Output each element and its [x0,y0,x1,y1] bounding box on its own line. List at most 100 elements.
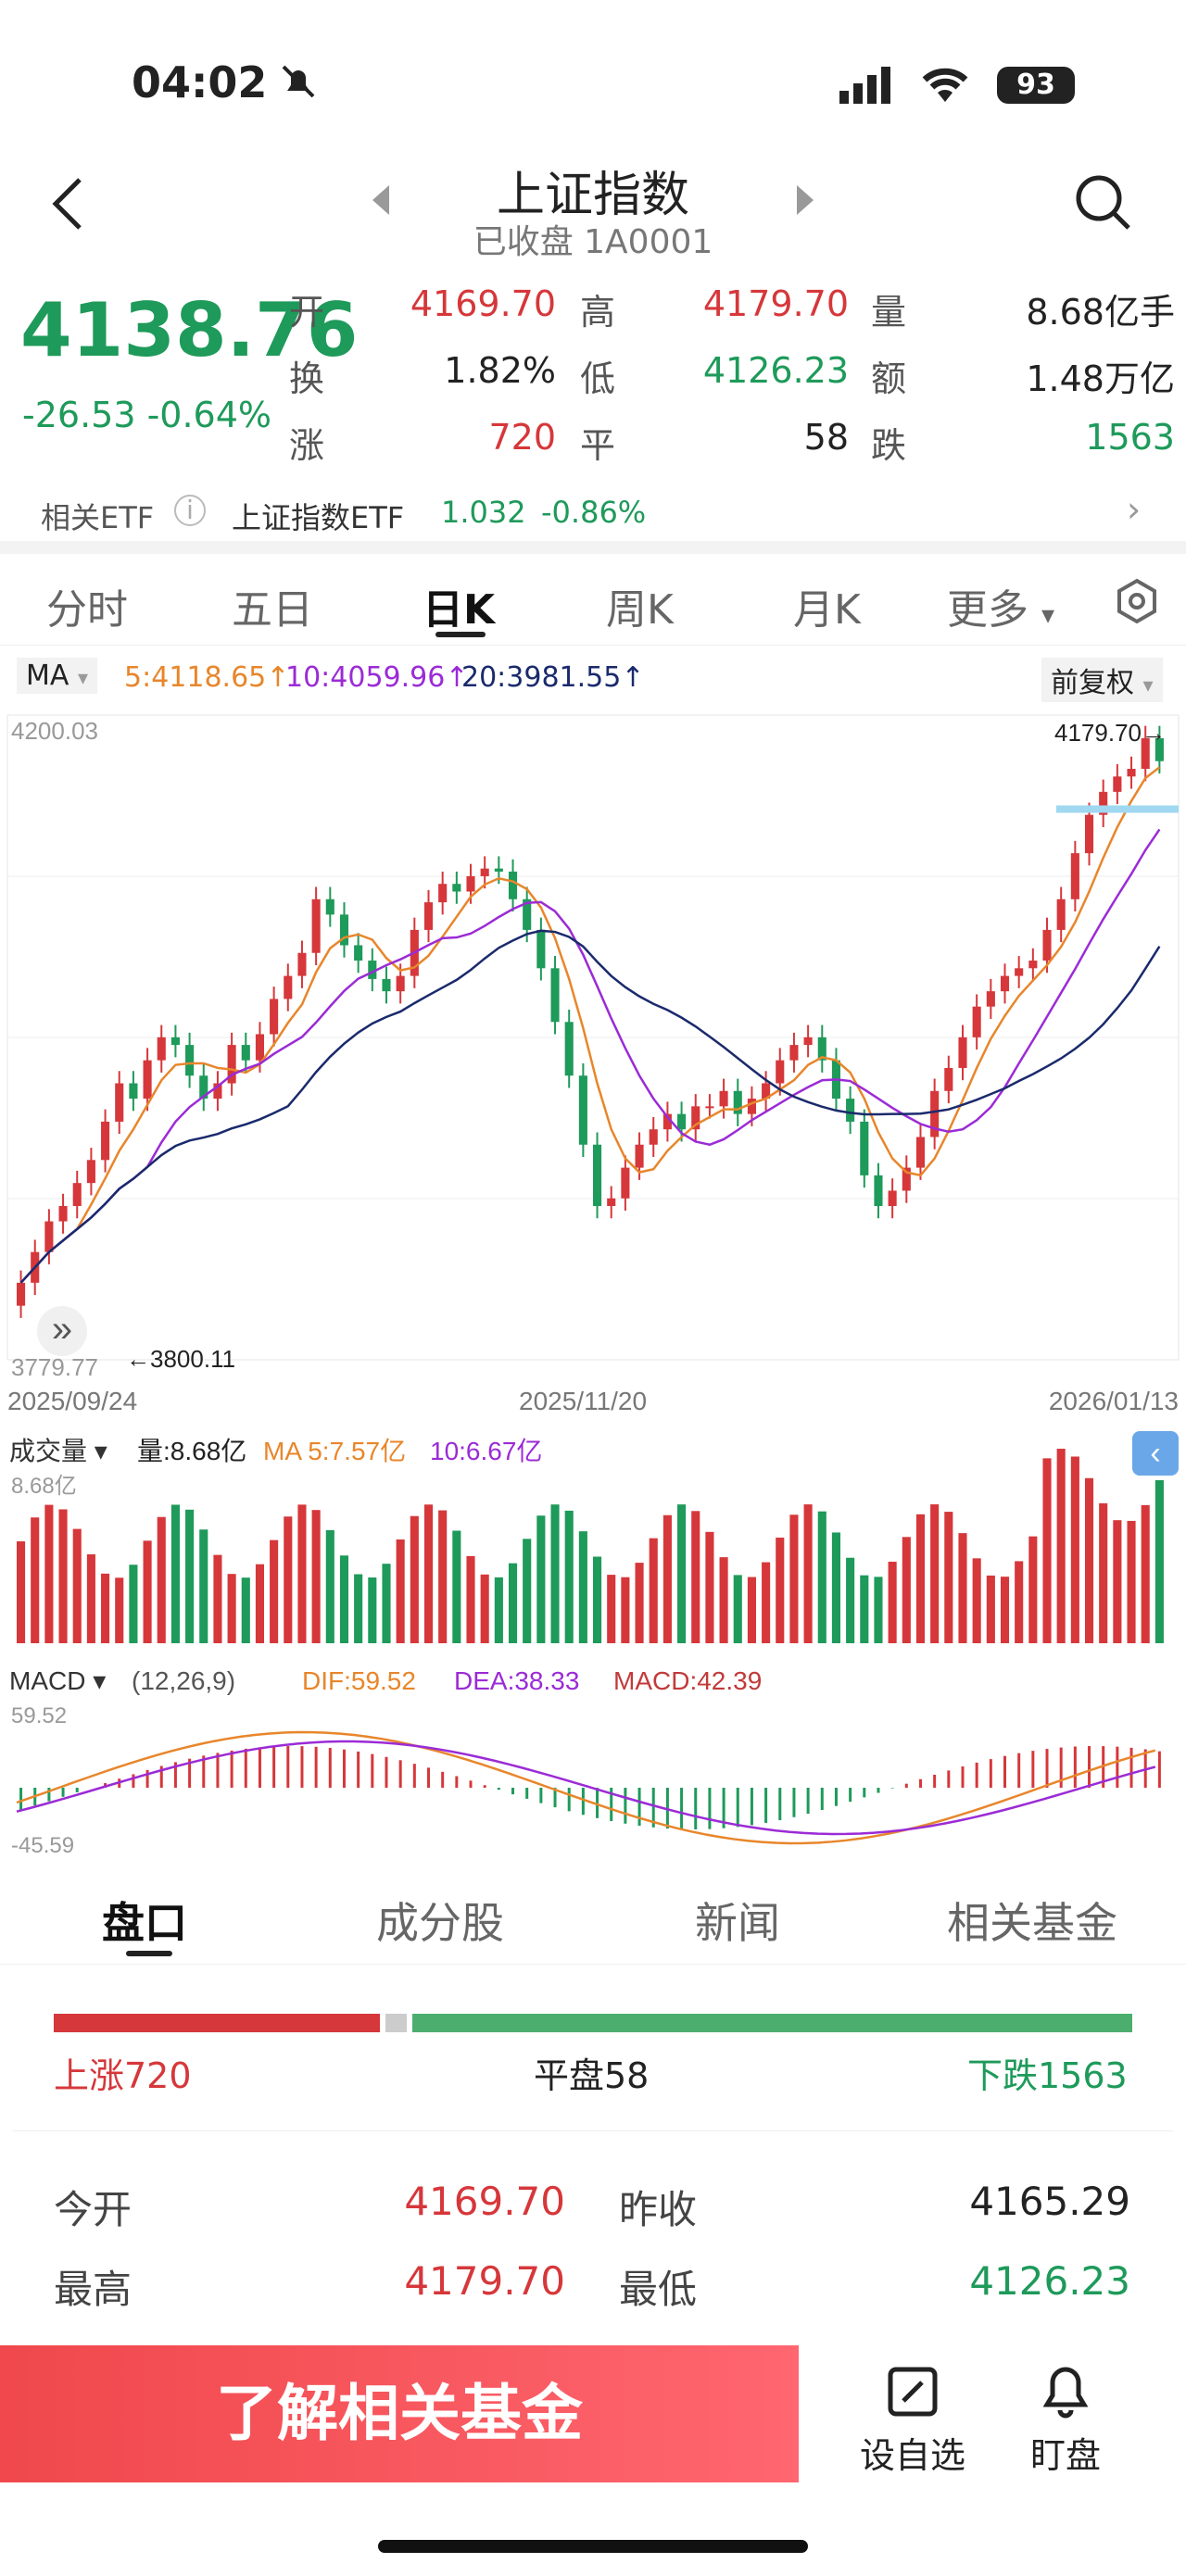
candle-body [564,1022,574,1076]
monitor-label[interactable]: 盯盘 [1029,2435,1101,2476]
search-icon[interactable] [1073,172,1134,237]
candle-body [635,1144,644,1168]
stat-value-volume: 8.68亿手 [1026,292,1175,333]
volume-bar [1141,1504,1150,1643]
stat-value-advancers: 720 [488,417,556,458]
prev-index-icon[interactable] [371,185,393,219]
volume-bar [578,1531,587,1643]
volume-bar [817,1511,826,1643]
volume-bar [382,1564,391,1643]
adjust-selector[interactable]: 前复权 ▾ [1041,658,1163,702]
volume-bar [972,1558,981,1643]
candle-body [199,1075,208,1100]
candle-body [508,871,518,899]
tab-related-funds[interactable]: 相关基金 [947,1898,1117,1948]
unchanged-segment [385,2014,407,2032]
add-watchlist-label[interactable]: 设自选 [859,2435,965,2476]
candle-body [86,1160,95,1184]
volume-bar [423,1504,434,1643]
candle-body [747,1099,756,1114]
price-change: -26.53 -0.64% [22,395,271,435]
section-tab-indicator [126,1951,172,1956]
candle-body [494,868,503,872]
decline-segment [411,2014,1132,2032]
battery-indicator: 93 [997,67,1075,104]
active-tab-indicator [435,632,486,637]
back-icon[interactable] [48,174,89,237]
volume-bar [101,1573,110,1643]
volume-bar [621,1577,630,1643]
volume-ma5: MA 5:7.57亿 [263,1437,406,1465]
candle-body [72,1183,82,1207]
volume-bar [705,1531,714,1643]
tab-intraday[interactable]: 分时 [46,586,128,634]
candle-body [1141,737,1150,770]
bell-icon[interactable] [1040,2362,1091,2423]
next-index-icon[interactable] [793,185,815,219]
candle-body [578,1075,587,1145]
settings-icon[interactable] [1114,578,1160,628]
tab-monthly-k[interactable]: 月K [793,586,861,634]
macd-max-label: 59.52 [11,1703,67,1728]
stat-label-open: 开 [289,292,325,333]
info-icon[interactable]: i [174,495,206,526]
volume-bar [297,1504,307,1643]
candle-body [1070,853,1079,899]
candle-body [241,1045,250,1061]
candle-body [705,1106,714,1109]
volume-bar [339,1555,349,1643]
volume-bar [986,1575,995,1643]
related-etf-bar[interactable]: 相关ETF i 上证指数ETF 1.032 -0.86% › [0,484,1186,554]
volume-bar [270,1539,279,1643]
volume-bar [17,1541,26,1643]
volume-bar [1084,1477,1094,1643]
volume-bar [747,1577,756,1643]
volume-value: 量:8.68亿 [137,1437,246,1465]
tab-news[interactable]: 新闻 [695,1898,780,1948]
x-label-mid: 2025/11/20 [519,1387,647,1415]
volume-bar [157,1516,166,1643]
candle-body [649,1129,658,1145]
expand-left-button [37,1306,87,1356]
edit-watchlist-icon[interactable] [885,2364,940,2423]
tab-weekly-k[interactable]: 周K [606,586,674,634]
candle-body [1042,929,1052,961]
stat-value-amount: 1.48万亿 [1026,358,1175,399]
volume-bar [649,1538,658,1643]
tab-five-day[interactable]: 五日 [232,586,313,634]
volume-bar [1127,1520,1136,1643]
candle-body [550,968,560,1023]
candle-body [523,898,532,930]
volume-bar [185,1509,195,1643]
candle-body [255,1034,265,1061]
tab-daily-k[interactable]: 日K [423,586,496,634]
candle-body [593,1144,602,1207]
stat-value-decliners: 1563 [1085,417,1175,458]
caret-down-icon: ▾ [1041,599,1055,630]
ma-selector[interactable]: MA ▾ [17,658,97,694]
candle-body [536,929,546,969]
tab-order-book[interactable]: 盘口 [102,1898,187,1948]
candle-body [44,1221,54,1252]
volume-bar [944,1512,953,1643]
candle-body [1154,737,1164,761]
candle-body [311,898,321,953]
kline-chart[interactable]: 4200.03 3779.77 4179.70→ ←3800.11 2025/09/24… [0,648,1186,1862]
volume-bar [902,1537,911,1643]
volume-bar [170,1504,180,1643]
volume-bar [438,1510,448,1643]
learn-funds-button[interactable]: 了解相关基金 [0,2345,799,2482]
candle-body [1113,776,1122,792]
volume-bar [284,1516,293,1643]
detail-label-prev-close: 昨收 [619,2187,698,2232]
stat-value-high: 4179.70 [702,283,849,324]
tab-more[interactable]: 更多 ▾ [947,586,1055,634]
volume-bar [762,1562,771,1643]
y-max-label: 4200.03 [11,717,98,745]
candle-body [662,1113,672,1130]
candle-body [691,1106,700,1130]
candle-body [733,1090,742,1114]
advance-segment [54,2014,380,2032]
tab-constituents[interactable]: 成分股 [376,1898,504,1948]
volume-bar [719,1557,728,1643]
